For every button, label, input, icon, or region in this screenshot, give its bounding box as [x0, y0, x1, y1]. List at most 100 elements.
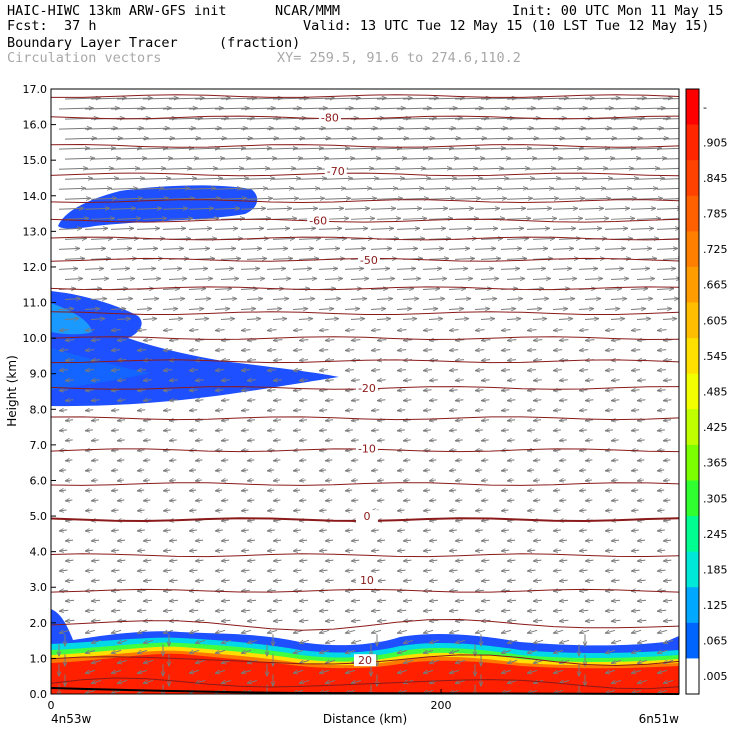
wind-vector — [585, 440, 593, 441]
wind-vector — [637, 580, 646, 581]
y-tick-label: 6.0 — [30, 474, 48, 487]
wind-vector — [163, 610, 173, 611]
wind-vector — [481, 360, 491, 361]
wind-vector — [85, 430, 93, 431]
wind-vector — [59, 570, 68, 571]
wind-vector — [553, 390, 562, 391]
wind-vector — [423, 510, 431, 511]
wind-vector — [247, 360, 257, 361]
wind-vector — [137, 670, 148, 673]
wind-vector — [142, 299, 159, 300]
wind-vector — [403, 560, 412, 561]
y-tick-label: 12.0 — [23, 261, 48, 274]
circulation-vectors — [59, 98, 679, 694]
wind-vector — [475, 530, 483, 531]
wind-vector — [527, 530, 535, 531]
wind-vector — [403, 540, 412, 541]
wind-vector — [299, 600, 309, 601]
wind-vector — [137, 370, 146, 371]
wind-vector — [501, 390, 510, 391]
wind-vector — [559, 580, 568, 581]
wind-vector — [345, 450, 353, 451]
wind-vector — [371, 590, 380, 591]
wind-vector — [371, 490, 379, 491]
wind-vector — [293, 490, 301, 491]
wind-vector — [605, 410, 614, 411]
wind-vector — [578, 309, 594, 310]
wind-vector — [350, 319, 365, 320]
colorbar-swatch — [686, 516, 699, 553]
wind-vector — [143, 560, 152, 561]
wind-vector — [220, 299, 237, 300]
wind-vector — [163, 510, 171, 511]
wind-vector — [241, 510, 249, 511]
cross-section-endpoints: XY= 259.5, 91.6 to 274.6,110.2 — [277, 50, 521, 66]
wind-vector — [397, 370, 406, 371]
colorbar-label: .005 — [703, 670, 728, 683]
wind-vector — [189, 350, 199, 351]
wind-vector — [553, 530, 561, 531]
wind-vector — [527, 610, 537, 611]
wind-vector — [397, 550, 406, 551]
wind-vector — [246, 319, 261, 320]
colorbar-swatch — [686, 373, 699, 410]
wind-vector — [241, 570, 250, 571]
wind-vector — [553, 330, 563, 331]
wind-vector — [299, 380, 308, 381]
wind-vector — [273, 540, 282, 541]
colorbar-swatch — [686, 302, 699, 339]
wind-vector — [299, 680, 310, 683]
wind-vector — [611, 340, 621, 341]
y-tick-label: 11.0 — [23, 297, 48, 310]
y-tick-label: 10.0 — [23, 332, 48, 345]
wind-vector — [247, 560, 256, 561]
wind-vector — [449, 490, 457, 491]
wind-vector — [221, 360, 231, 361]
wind-vector — [117, 580, 126, 581]
wind-vector — [163, 330, 173, 331]
wind-vector — [403, 620, 413, 621]
wind-vector — [657, 690, 668, 693]
wind-vector — [215, 410, 224, 411]
wind-vector — [195, 640, 206, 643]
wind-vector — [325, 620, 335, 621]
wind-vector — [267, 470, 275, 471]
wind-vector — [455, 520, 463, 521]
wind-vector — [168, 278, 187, 279]
wind-vector — [657, 390, 666, 391]
wind-vector — [501, 530, 509, 531]
wind-vector — [247, 440, 255, 441]
wind-vector — [533, 400, 542, 401]
wind-vector — [475, 510, 483, 511]
wind-vector — [527, 370, 536, 371]
wind-vector — [116, 319, 131, 320]
wind-vector — [637, 540, 646, 541]
wind-vector — [553, 490, 561, 491]
wind-vector — [527, 330, 537, 331]
colorbar-swatch — [686, 266, 699, 304]
wind-vector — [559, 600, 569, 601]
colorbar-swatch — [686, 231, 699, 268]
wind-vector — [397, 490, 405, 491]
wind-vector — [371, 570, 380, 571]
wind-vector — [429, 380, 438, 381]
wind-vector — [351, 380, 360, 381]
wind-vector — [631, 430, 639, 431]
colorbar-swatch — [686, 160, 699, 197]
wind-vector — [605, 490, 613, 491]
wind-vector — [59, 330, 69, 331]
wind-vector — [221, 480, 229, 481]
wind-vector — [59, 630, 70, 633]
wind-vector — [189, 570, 198, 571]
wind-vector — [215, 330, 225, 331]
wind-vector — [247, 640, 258, 643]
wind-vector — [637, 440, 645, 441]
wind-vector — [215, 630, 226, 633]
wind-vector — [111, 530, 119, 531]
wind-vector — [241, 650, 252, 653]
wind-vector — [507, 360, 517, 361]
wind-vector — [663, 480, 671, 481]
wind-vector — [351, 560, 360, 561]
wind-vector — [137, 630, 148, 633]
wind-vector — [605, 650, 616, 653]
